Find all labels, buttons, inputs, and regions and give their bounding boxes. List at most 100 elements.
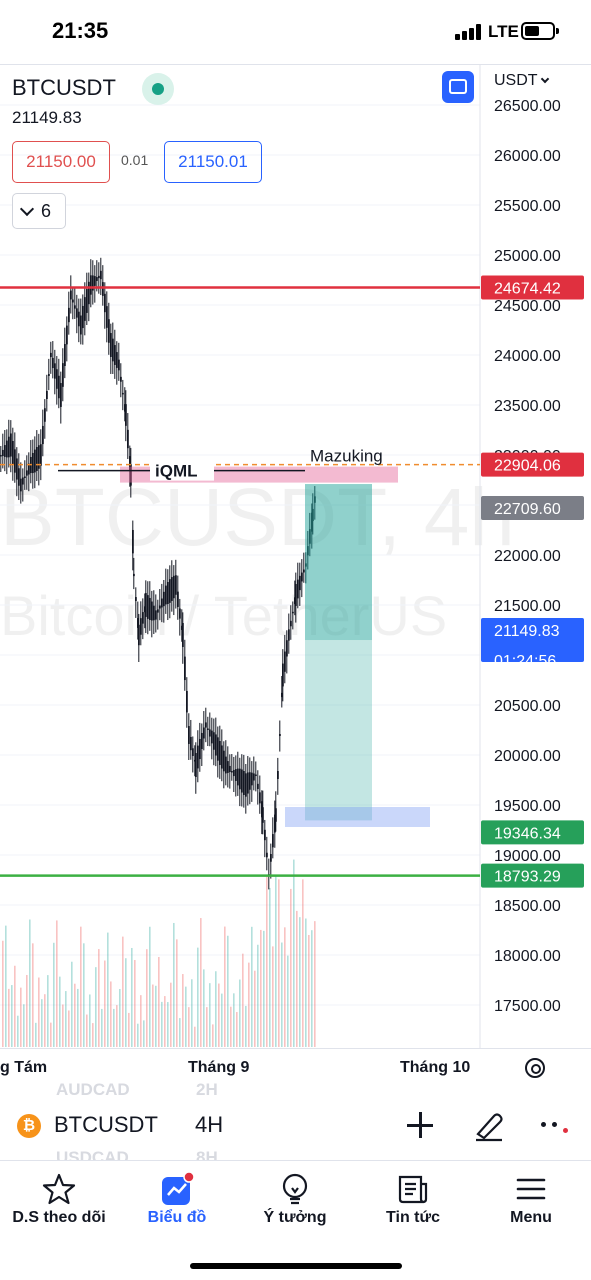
candle-body [175, 575, 177, 595]
candle-body [66, 325, 68, 345]
candle-body [257, 783, 259, 790]
candle-body [186, 690, 188, 713]
candle-body [194, 759, 196, 762]
tab-news[interactable]: Tin tức [354, 1161, 472, 1241]
candle-body [259, 792, 261, 804]
candle-body [138, 624, 140, 646]
volume-bar [5, 925, 7, 1047]
buy-button[interactable]: 21150.01 [164, 141, 262, 183]
volume-bar [245, 1005, 247, 1047]
candle-body [279, 734, 281, 736]
volume-bar [269, 887, 271, 1047]
candle-body [188, 726, 190, 744]
candle-body [96, 277, 98, 281]
candle-body [157, 609, 159, 613]
candle-body [6, 440, 8, 458]
candle-body [195, 753, 197, 777]
volume-bar [65, 991, 67, 1047]
tab-chart[interactable]: Biểu đồ [118, 1161, 236, 1241]
volume-bar [134, 960, 136, 1047]
candle-body [241, 769, 243, 793]
iqml-label: iQML [155, 462, 198, 481]
candle-body [266, 852, 268, 858]
timeframe-button[interactable]: 4H [195, 1112, 224, 1137]
price-label: 18793.29 [494, 869, 561, 886]
candle-body [181, 625, 183, 630]
status-time: 21:35 [52, 18, 109, 43]
time-axis[interactable]: g Tám Tháng 9 Tháng 10 [0, 1048, 591, 1088]
time-label: Tháng 10 [400, 1059, 471, 1076]
volume-bar [83, 943, 85, 1047]
volume-bar [125, 958, 127, 1047]
price-label-bg [481, 496, 584, 521]
candle-body [118, 359, 120, 371]
volume-bar [224, 926, 226, 1047]
candle-body [237, 768, 239, 786]
volume-bar [167, 1002, 169, 1047]
currency-select[interactable]: USDT [494, 72, 549, 90]
candle-body [10, 433, 12, 457]
candle-body [38, 445, 40, 469]
candle-body [62, 363, 64, 387]
indicators-toggle[interactable]: 6 [12, 193, 66, 229]
candle-body [86, 289, 88, 313]
pen-icon[interactable] [472, 1108, 506, 1142]
candle-body [301, 572, 303, 582]
tab-menu[interactable]: Menu [472, 1161, 590, 1241]
fullscreen-button[interactable] [442, 71, 474, 103]
candle-body [167, 582, 169, 604]
chart-symbol[interactable]: BTCUSDT [12, 75, 116, 100]
symbol-button[interactable]: BTCUSDT [54, 1112, 158, 1137]
candle-body [44, 408, 46, 422]
candle-body [314, 496, 316, 503]
plus-icon[interactable] [407, 1112, 433, 1138]
price-label-bg [481, 863, 584, 888]
volume-bar [119, 989, 121, 1047]
more-icon[interactable] [541, 1120, 571, 1133]
candle-body [12, 441, 14, 465]
volume-bar [14, 965, 16, 1047]
candle-body [217, 737, 219, 761]
position-filled-zone [305, 484, 372, 641]
watermark-name: Bitcoin / TetherUS [0, 584, 447, 647]
tab-watchlist[interactable]: D.S theo dõi [0, 1161, 118, 1241]
price-chart[interactable]: BTCUSDT, 4h Bitcoin / TetherUS 26500.00 260… [0, 65, 591, 1049]
volume-bar [116, 1005, 118, 1047]
chart-area[interactable]: BTCUSDT, 4h Bitcoin / TetherUS 26500.00 260… [0, 64, 591, 1049]
volume-bar [131, 947, 133, 1047]
lightbulb-icon [282, 1173, 308, 1205]
candle-body [140, 618, 142, 635]
candle-body [26, 470, 28, 476]
candle-body [253, 773, 255, 781]
candle-body [2, 449, 4, 457]
volume-bar [137, 1023, 139, 1047]
battery-icon [521, 22, 559, 40]
price-tick: 26500.00 [494, 98, 561, 115]
volume-bar [257, 944, 259, 1047]
candle-body [292, 611, 294, 614]
time-label: Tháng 9 [188, 1059, 250, 1076]
volume-bar [191, 979, 193, 1047]
sell-button[interactable]: 21150.00 [12, 141, 110, 183]
candle-body [284, 651, 286, 672]
candle-body [130, 464, 132, 486]
candle-body [124, 404, 126, 412]
volume-bar [71, 961, 73, 1047]
volume-bar [164, 996, 166, 1047]
candle-body [274, 814, 276, 833]
tab-ideas[interactable]: Ý tưởng [236, 1161, 354, 1241]
candle-body [294, 597, 296, 605]
candle-body [275, 808, 277, 822]
volume-bar [23, 1004, 25, 1047]
volume-bar [311, 930, 313, 1047]
tab-label: Menu [510, 1209, 552, 1226]
candle-body [312, 508, 314, 522]
candle-body [205, 722, 207, 728]
volume-bar [176, 939, 178, 1047]
market-open-icon [142, 73, 174, 105]
volume-bar [122, 936, 124, 1047]
candle-body [0, 455, 2, 457]
volume-bar [188, 1007, 190, 1047]
volume-bar [2, 940, 4, 1047]
gear-icon[interactable] [525, 1058, 545, 1078]
